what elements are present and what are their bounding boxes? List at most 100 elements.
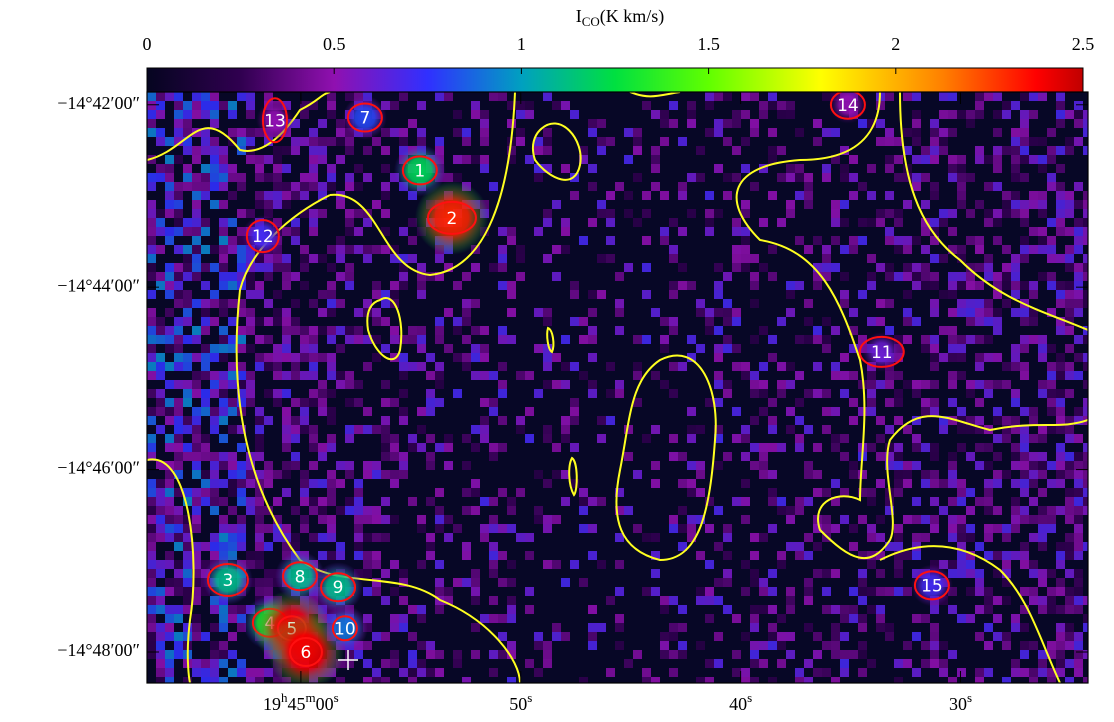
noise-cell — [471, 596, 480, 605]
noise-cell — [381, 209, 390, 218]
noise-cell — [183, 362, 192, 371]
noise-cell — [309, 443, 318, 452]
noise-cell — [273, 362, 282, 371]
noise-cell — [1065, 299, 1074, 308]
noise-cell — [255, 416, 264, 425]
noise-cell — [615, 380, 624, 389]
noise-cell — [930, 128, 939, 137]
noise-cell — [1065, 632, 1074, 641]
noise-cell — [246, 398, 255, 407]
noise-cell — [318, 155, 327, 164]
noise-cell — [1074, 569, 1083, 578]
noise-cell — [723, 272, 732, 281]
noise-cell — [894, 272, 903, 281]
noise-cell — [156, 506, 165, 515]
noise-cell — [255, 677, 264, 683]
noise-cell — [606, 236, 615, 245]
noise-cell — [633, 146, 642, 155]
noise-cell — [840, 659, 849, 668]
noise-cell — [597, 434, 606, 443]
noise-cell — [444, 92, 453, 101]
noise-cell — [678, 506, 687, 515]
noise-cell — [984, 668, 993, 677]
noise-cell — [930, 362, 939, 371]
noise-cell — [237, 380, 246, 389]
noise-cell — [228, 668, 237, 677]
contour — [735, 92, 1088, 559]
noise-cell — [543, 92, 552, 101]
noise-cell — [1011, 668, 1020, 677]
noise-cell — [1002, 299, 1011, 308]
noise-cell — [498, 245, 507, 254]
noise-cell — [993, 596, 1002, 605]
noise-cell — [273, 515, 282, 524]
noise-cell — [1074, 101, 1083, 110]
noise-cell — [813, 236, 822, 245]
noise-cell — [264, 155, 273, 164]
noise-cell — [372, 668, 381, 677]
noise-cell — [381, 128, 390, 137]
noise-cell — [1020, 254, 1029, 263]
noise-cell — [858, 551, 867, 560]
noise-cell — [327, 110, 336, 119]
noise-cell — [309, 209, 318, 218]
noise-cell — [723, 380, 732, 389]
noise-cell — [435, 398, 444, 407]
noise-cell — [669, 119, 678, 128]
noise-cell — [264, 569, 273, 578]
noise-cell — [1011, 425, 1020, 434]
noise-cell — [651, 533, 660, 542]
noise-cell — [291, 461, 300, 470]
noise-cell — [984, 524, 993, 533]
noise-cell — [282, 533, 291, 542]
noise-cell — [273, 353, 282, 362]
noise-cell — [768, 353, 777, 362]
noise-cell — [480, 497, 489, 506]
noise-cell — [840, 389, 849, 398]
noise-cell — [255, 335, 264, 344]
noise-cell — [1074, 533, 1083, 542]
noise-cell — [354, 524, 363, 533]
noise-cell — [903, 272, 912, 281]
noise-cell — [633, 398, 642, 407]
noise-cell — [948, 272, 957, 281]
noise-cell — [228, 461, 237, 470]
noise-cell — [813, 119, 822, 128]
noise-cell — [1065, 281, 1074, 290]
noise-cell — [183, 533, 192, 542]
noise-cell — [156, 461, 165, 470]
noise-cell — [903, 263, 912, 272]
noise-cell — [264, 137, 273, 146]
noise-cell — [1083, 227, 1088, 236]
noise-cell — [210, 119, 219, 128]
noise-cell — [948, 155, 957, 164]
noise-cell — [156, 605, 165, 614]
noise-cell — [1020, 209, 1029, 218]
noise-cell — [822, 668, 831, 677]
noise-cell — [867, 443, 876, 452]
noise-cell — [903, 470, 912, 479]
noise-cell — [453, 155, 462, 164]
noise-cell — [1029, 281, 1038, 290]
noise-cell — [1056, 290, 1065, 299]
noise-cell — [471, 443, 480, 452]
noise-cell — [1074, 542, 1083, 551]
noise-cell — [804, 182, 813, 191]
noise-cell — [300, 425, 309, 434]
noise-cell — [696, 587, 705, 596]
noise-cell — [210, 164, 219, 173]
noise-cell — [507, 614, 516, 623]
noise-cell — [552, 470, 561, 479]
noise-cell — [912, 380, 921, 389]
noise-cell — [192, 209, 201, 218]
noise-cell — [156, 353, 165, 362]
noise-cell — [975, 569, 984, 578]
noise-cell — [273, 677, 282, 683]
noise-cell — [687, 479, 696, 488]
noise-cell — [831, 434, 840, 443]
noise-cell — [444, 587, 453, 596]
noise-cell — [1011, 101, 1020, 110]
noise-cell — [1047, 515, 1056, 524]
noise-cell — [282, 524, 291, 533]
noise-cell — [777, 362, 786, 371]
